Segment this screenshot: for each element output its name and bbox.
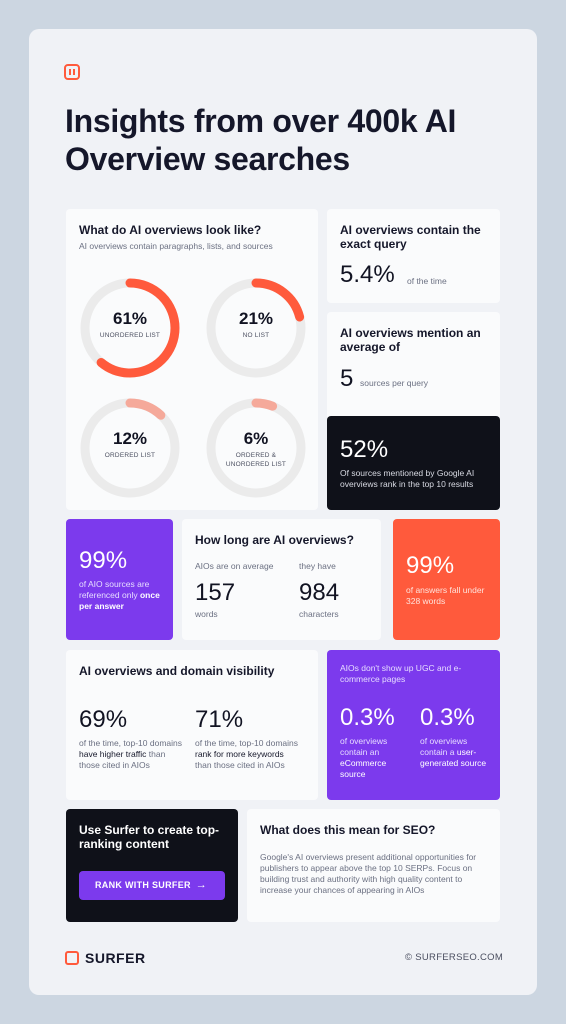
stat-note: of the time xyxy=(407,276,447,286)
domain-visibility-card: AI overviews and domain visibility 69% o… xyxy=(66,650,318,800)
card-title: What do AI overviews look like? xyxy=(79,223,262,237)
top10-sources-card: 52% Of sources mentioned by Google AI ov… xyxy=(327,416,500,510)
characters-stat: they have 984 characters xyxy=(299,561,339,619)
brand-name: SURFER xyxy=(85,950,146,966)
card-title: What does this mean for SEO? xyxy=(260,823,436,837)
donut-label: ORDERED LIST xyxy=(104,452,156,459)
donut-ring xyxy=(206,398,306,498)
donut-ring xyxy=(206,278,306,378)
stat-note-emphasis: eCommerce source xyxy=(340,758,387,779)
stat-value: 69% xyxy=(79,706,128,733)
stat-note: Of sources mentioned by Google AI overvi… xyxy=(340,468,475,489)
donut-arc xyxy=(80,278,180,378)
card-title: AI overviews mention an average of xyxy=(340,326,481,354)
card-title: AI overviews and domain visibility xyxy=(79,664,275,678)
donut-ordered-list: 12% ORDERED LIST xyxy=(79,397,181,499)
stat-unit: characters xyxy=(299,609,339,619)
stat-note-emphasis: user-generated source xyxy=(420,747,487,768)
stat-note: of overviews contain an eCommerce source xyxy=(340,736,414,780)
length-card: How long are AI overviews? AIOs are on a… xyxy=(182,519,381,640)
stat-caption: they have xyxy=(299,561,336,571)
arrow-right-icon: → xyxy=(195,879,207,891)
donut-label: UNORDERED LIST xyxy=(99,332,161,339)
donut-label: NO LIST xyxy=(242,332,270,339)
donut-ring xyxy=(80,278,180,378)
cta-card: Use Surfer to create top-ranking content… xyxy=(66,809,238,922)
stat-note-text: than those cited in AIOs xyxy=(195,760,285,770)
stat-note-text: of AIO sources are referenced only xyxy=(79,579,150,600)
donut-ordered-unordered-list: 6% ORDERED & UNORDERED LIST xyxy=(205,397,307,499)
stat-note: of the time, top-10 domains rank for mor… xyxy=(195,738,299,771)
card-subtitle: AI overviews contain paragraphs, lists, … xyxy=(79,241,273,251)
stat-note: of overviews contain a user-generated so… xyxy=(420,736,494,769)
stat-value: 99% xyxy=(406,552,455,579)
stat-note-emphasis: have higher traffic xyxy=(79,749,147,759)
rank-with-surfer-button[interactable]: RANK WITH SURFER → xyxy=(79,871,225,900)
stat-note: sources per query xyxy=(360,378,429,388)
list-types-card: What do AI overviews look like? AI overv… xyxy=(66,209,318,510)
card-title: How long are AI overviews? xyxy=(195,533,354,547)
card-body: Google's AI overviews present additional… xyxy=(260,852,477,895)
donut-value: 21% xyxy=(238,309,274,328)
stat-note-text: of overviews contain an xyxy=(340,736,388,757)
words-stat: AIOs are on average 157 words xyxy=(195,561,273,619)
stat-value: 0.3% xyxy=(420,704,475,731)
surfer-logo-icon xyxy=(65,951,79,965)
stat-note-emphasis: once per answer xyxy=(79,590,160,611)
card-heading: AIOs don't show up UGC and e-commerce pa… xyxy=(340,663,462,684)
seo-meaning-card: What does this mean for SEO? Google's AI… xyxy=(247,809,500,922)
stat-note: of AIO sources are referenced only once … xyxy=(79,579,167,612)
stat-note-text: than those cited in AIOs xyxy=(79,749,166,770)
user-generated-stat: 0.3% of overviews contain a user-generat… xyxy=(420,704,494,769)
stat-value: 984 xyxy=(299,579,340,606)
stat-note: of answers fall under 328 words xyxy=(406,585,485,606)
stat-value: 71% xyxy=(195,706,244,733)
stat-value: 52% xyxy=(340,436,389,463)
stat-note-text: of the time, top-10 domains xyxy=(79,738,183,748)
under-328-words-card: 99% of answers fall under 328 words xyxy=(393,519,500,640)
exact-query-card: AI overviews contain the exact query 5.4… xyxy=(327,209,500,303)
donut-label: ORDERED & UNORDERED LIST xyxy=(225,452,287,468)
card-title: AI overviews contain the exact query xyxy=(340,223,481,251)
once-per-answer-card: 99% of AIO sources are referenced only o… xyxy=(66,519,173,640)
stat-value: 99% xyxy=(79,547,128,574)
donut-arc xyxy=(80,398,180,498)
stat-value: 5.4% xyxy=(340,261,395,288)
stat-note: of the time, top-10 domains have higher … xyxy=(79,738,183,771)
donut-arc xyxy=(206,278,306,378)
stat-note-text: of the time, top-10 domains xyxy=(195,738,299,748)
stat-value: 5 xyxy=(340,365,354,392)
stat-note-emphasis: rank for more keywords xyxy=(195,749,284,759)
infographic-sheet: Insights from over 400k AI Overview sear… xyxy=(29,29,537,995)
donut-no-list: 21% NO LIST xyxy=(205,277,307,379)
page-title: Insights from over 400k AI Overview sear… xyxy=(65,103,457,177)
card-title: Use Surfer to create top-ranking content xyxy=(79,823,220,851)
donut-value: 6% xyxy=(243,429,269,448)
ecommerce-stat: 0.3% of overviews contain an eCommerce s… xyxy=(340,704,414,780)
sources-average-card: AI overviews mention an average of 5 sou… xyxy=(327,312,500,436)
donut-unordered-list: 61% UNORDERED LIST xyxy=(79,277,181,379)
stat-value: 0.3% xyxy=(340,704,395,731)
donut-ring xyxy=(80,398,180,498)
donut-arc xyxy=(206,398,306,498)
surfer-logo-icon xyxy=(64,64,80,80)
stat-caption: AIOs are on average xyxy=(195,561,274,571)
ugc-ecommerce-card: AIOs don't show up UGC and e-commerce pa… xyxy=(327,650,500,800)
button-label: RANK WITH SURFER xyxy=(95,880,191,890)
stat-note-text: of overviews contain a xyxy=(420,736,468,757)
stat-unit: words xyxy=(195,609,218,619)
footer-site: © SURFERSEO.COM xyxy=(405,952,504,963)
stat-value: 157 xyxy=(195,579,236,606)
donut-value: 12% xyxy=(112,429,148,448)
donut-value: 61% xyxy=(112,309,148,328)
traffic-stat: 69% of the time, top-10 domains have hig… xyxy=(79,706,183,771)
keywords-stat: 71% of the time, top-10 domains rank for… xyxy=(195,706,299,771)
